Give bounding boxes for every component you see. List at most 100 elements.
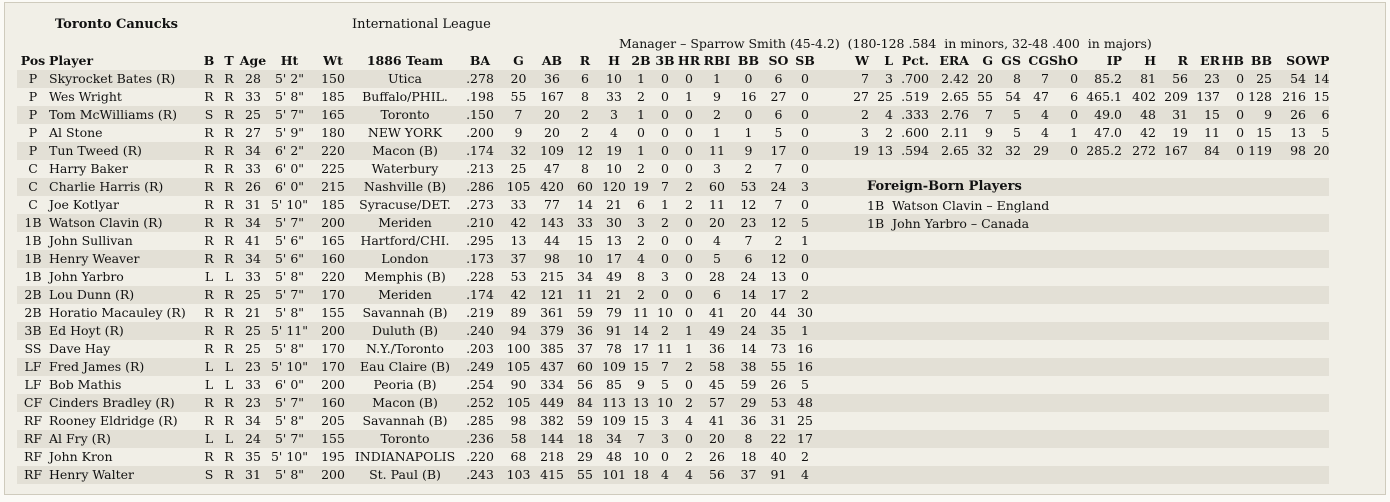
- foreign-born-item: 1B Watson Clavin – England: [867, 198, 1050, 213]
- table-cell: [1188, 250, 1221, 268]
- roster-table: Pos Player B T Age Ht Wt 1886 Team BA G AB R H 2B 3B HR…: [17, 52, 1330, 484]
- table-cell: 0: [733, 106, 764, 124]
- table-cell: P: [17, 142, 49, 160]
- table-cell: 68: [504, 448, 533, 466]
- table-cell: 59: [571, 304, 599, 322]
- table-cell: 1: [629, 106, 653, 124]
- table-cell: 465.1: [1078, 88, 1123, 106]
- table-cell: INDIANAPOLIS: [354, 448, 456, 466]
- table-cell: [1078, 268, 1123, 286]
- table-cell: [869, 448, 893, 466]
- table-cell: [893, 286, 929, 304]
- table-cell: 2: [677, 358, 701, 376]
- table-cell: 5' 10": [267, 358, 312, 376]
- table-cell: .278: [456, 70, 504, 88]
- table-cell: 7: [504, 106, 533, 124]
- table-cell: 0: [677, 142, 701, 160]
- table-cell: 21: [239, 304, 267, 322]
- table-cell: RF: [17, 412, 49, 430]
- table-cell: [817, 106, 845, 124]
- table-cell: 79: [599, 304, 629, 322]
- table-cell: [1306, 160, 1330, 178]
- table-cell: Peoria (B): [354, 376, 456, 394]
- table-cell: [817, 340, 845, 358]
- table-cell: 2: [629, 286, 653, 304]
- table-cell: [1078, 322, 1123, 340]
- column-header: G: [513, 53, 524, 68]
- table-cell: [1244, 430, 1273, 448]
- table-cell: R: [219, 214, 239, 232]
- table-cell: [929, 322, 969, 340]
- table-cell: R: [199, 448, 219, 466]
- table-cell: 6: [571, 70, 599, 88]
- column-header: Age: [239, 53, 267, 68]
- table-cell: [869, 214, 893, 232]
- table-cell: [1156, 376, 1189, 394]
- table-cell: 128: [1244, 88, 1273, 106]
- table-cell: [1272, 178, 1307, 196]
- table-cell: [1078, 196, 1123, 214]
- table-cell: 14: [733, 340, 764, 358]
- table-cell: R: [219, 412, 239, 430]
- table-cell: .240: [456, 322, 504, 340]
- table-cell: 5' 11": [267, 322, 312, 340]
- table-cell: [1272, 394, 1307, 412]
- table-cell: L: [199, 358, 219, 376]
- column-header: ShO: [1049, 53, 1079, 68]
- table-cell: 34: [239, 412, 267, 430]
- table-cell: 9: [733, 142, 764, 160]
- table-cell: 1: [793, 232, 817, 250]
- table-cell: [993, 160, 1021, 178]
- table-cell: R: [219, 466, 239, 484]
- table-cell: R: [219, 196, 239, 214]
- table-cell: 8: [571, 160, 599, 178]
- table-cell: Meriden: [354, 214, 456, 232]
- table-cell: 35: [764, 322, 793, 340]
- table-cell: 85.2: [1078, 70, 1123, 88]
- table-cell: 18: [571, 430, 599, 448]
- table-cell: [845, 358, 869, 376]
- column-header: 3B: [655, 53, 675, 68]
- column-header: IP: [1106, 53, 1123, 68]
- table-cell: [1244, 268, 1273, 286]
- table-cell: 98: [504, 412, 533, 430]
- table-cell: 4: [677, 412, 701, 430]
- table-cell: 2.11: [929, 124, 969, 142]
- table-cell: 15: [629, 358, 653, 376]
- table-cell: [1078, 340, 1123, 358]
- table-cell: [1272, 358, 1307, 376]
- table-cell: 44: [533, 232, 571, 250]
- table-cell: 2: [653, 322, 677, 340]
- table-cell: [969, 340, 993, 358]
- table-cell: 5' 7": [267, 214, 312, 232]
- table-cell: 6: [1306, 106, 1330, 124]
- table-cell: [1272, 430, 1307, 448]
- table-cell: [1306, 232, 1330, 250]
- table-cell: 2: [629, 88, 653, 106]
- table-cell: [969, 430, 993, 448]
- table-cell: [869, 340, 893, 358]
- table-cell: R: [219, 304, 239, 322]
- table-cell: 20: [533, 106, 571, 124]
- table-cell: Horatio Macauley (R): [49, 304, 199, 322]
- table-cell: 0: [653, 142, 677, 160]
- table-cell: 42: [1122, 124, 1157, 142]
- table-cell: 36: [701, 340, 733, 358]
- table-cell: [969, 448, 993, 466]
- table-cell: [1220, 196, 1245, 214]
- table-cell: 98: [1272, 142, 1307, 160]
- table-cell: R: [199, 232, 219, 250]
- table-cell: 170: [312, 286, 354, 304]
- table-cell: 2.76: [929, 106, 969, 124]
- table-cell: [817, 124, 845, 142]
- table-cell: 167: [1156, 142, 1189, 160]
- table-cell: [845, 322, 869, 340]
- table-cell: 38: [733, 358, 764, 376]
- table-cell: [1156, 322, 1189, 340]
- table-cell: Ed Hoyt (R): [49, 322, 199, 340]
- table-cell: 1: [1049, 124, 1079, 142]
- table-cell: Duluth (B): [354, 322, 456, 340]
- table-cell: 25: [239, 286, 267, 304]
- table-cell: Macon (B): [354, 394, 456, 412]
- table-cell: 5: [701, 250, 733, 268]
